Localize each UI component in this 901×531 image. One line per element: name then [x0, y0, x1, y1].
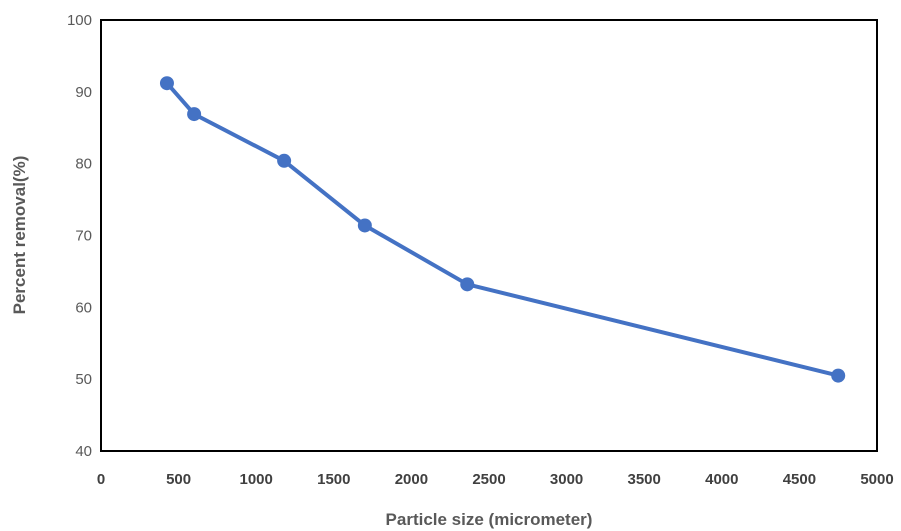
x-tick-label: 0	[97, 471, 105, 488]
x-tick-label: 3000	[550, 471, 583, 488]
y-tick-label: 40	[75, 443, 92, 460]
y-tick-label: 90	[75, 84, 92, 101]
data-point	[460, 277, 475, 292]
data-point	[277, 153, 292, 168]
y-tick-label: 80	[75, 156, 92, 173]
x-tick-label: 500	[166, 471, 191, 488]
y-tick-label: 100	[67, 12, 92, 29]
data-point	[357, 218, 372, 233]
y-axis-ticks: 40 50 60 70 80 90 100	[67, 12, 92, 460]
x-axis-ticks: 0 500 1000 1500 2000 2500 3000 3500 4000 4500 5000	[97, 471, 894, 488]
data-point	[159, 76, 174, 91]
x-axis-title: Particle size (micrometer)	[386, 510, 593, 529]
x-tick-label: 4000	[705, 471, 738, 488]
x-tick-label: 4500	[783, 471, 816, 488]
x-tick-label: 1500	[317, 471, 350, 488]
x-tick-label: 2000	[395, 471, 428, 488]
series-line	[165, 81, 841, 378]
x-tick-label: 2500	[472, 471, 505, 488]
x-tick-label: 5000	[860, 471, 893, 488]
plot-area-frame	[100, 19, 878, 452]
data-point	[187, 107, 202, 122]
y-tick-label: 50	[75, 371, 92, 388]
x-tick-label: 1000	[240, 471, 273, 488]
y-axis-title: Percent removal(%)	[10, 156, 29, 315]
x-tick-label: 3500	[628, 471, 661, 488]
y-tick-label: 70	[75, 228, 92, 245]
y-tick-label: 60	[75, 299, 92, 316]
data-point	[831, 368, 846, 383]
series-layer	[159, 76, 846, 383]
